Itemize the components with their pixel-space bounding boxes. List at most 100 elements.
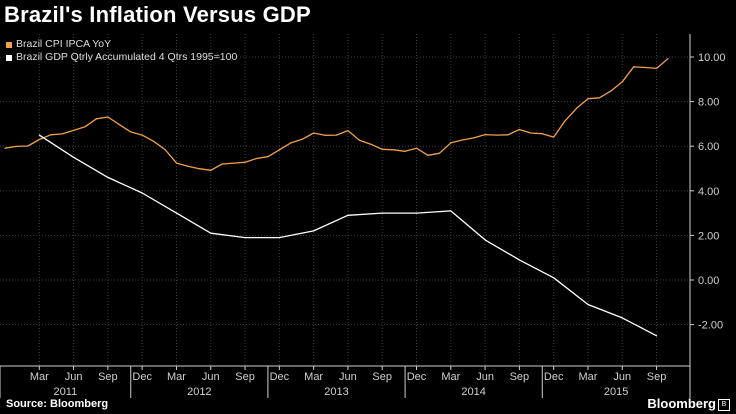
- legend-swatch-cpi: [6, 41, 12, 48]
- y-tick-label: 4.00: [698, 186, 719, 198]
- gdp-line-point: [450, 210, 452, 212]
- cpi-line-point: [84, 126, 86, 128]
- gdp-line-point: [141, 192, 143, 194]
- cpi-line-point: [4, 147, 6, 149]
- x-year-label: 2014: [461, 386, 485, 398]
- y-tick-label: 6.00: [698, 141, 719, 153]
- cpi-line-point: [107, 116, 109, 118]
- y-tick-label: 10.00: [698, 52, 726, 64]
- y-tick-label: 8.00: [698, 97, 719, 109]
- cpi-line-point: [518, 128, 520, 131]
- gdp-line-point: [278, 237, 280, 239]
- gdp-line-point: [415, 212, 418, 214]
- cpi-line-point: [507, 134, 509, 136]
- x-year-label: 2012: [187, 386, 211, 398]
- cpi-line-point: [495, 134, 498, 136]
- gdp-line-point: [587, 303, 589, 306]
- brand-logo: Bloomberg: [647, 396, 716, 411]
- gdp-line-point: [175, 212, 178, 214]
- cpi-line-point: [553, 136, 555, 138]
- cpi-line-point: [290, 142, 292, 144]
- cpi-line-point: [27, 145, 29, 147]
- gdp-line-point: [621, 317, 623, 319]
- cpi-line-point: [381, 148, 383, 150]
- x-tick-label: Sep: [647, 371, 667, 383]
- cpi-line-point: [164, 148, 166, 151]
- legend-item-cpi: Brazil CPI IPCA YoY: [6, 38, 237, 51]
- cpi-line-point: [564, 120, 566, 122]
- x-tick-label: Mar: [304, 371, 323, 383]
- cpi-line-point: [335, 134, 338, 136]
- cpi-line-point: [221, 163, 223, 165]
- x-tick-label: Sep: [372, 371, 392, 383]
- cpi-line-point: [370, 143, 372, 145]
- cpi-line-point: [473, 137, 475, 139]
- gdp-line-point: [518, 259, 520, 261]
- x-tick-label: Mar: [579, 371, 598, 383]
- cpi-line-point: [587, 98, 589, 100]
- cpi-line-point: [655, 67, 658, 69]
- cpi-line-point: [644, 66, 646, 69]
- cpi-line-point: [198, 168, 200, 170]
- cpi-line-point: [267, 156, 269, 158]
- cpi-line-point: [301, 138, 303, 140]
- gdp-line-point: [381, 212, 383, 214]
- x-tick-label: Sep: [235, 371, 255, 383]
- legend-label-cpi: Brazil CPI IPCA YoY: [16, 38, 112, 50]
- cpi-line-point: [15, 145, 18, 148]
- cpi-line-point: [324, 134, 326, 136]
- gdp-line-point: [72, 156, 75, 158]
- x-tick-label: Mar: [30, 371, 49, 383]
- x-tick-label: Jun: [613, 371, 631, 383]
- y-tick-label: -2.00: [698, 320, 723, 332]
- gdp-line-point: [107, 176, 109, 179]
- cpi-line-point: [530, 132, 532, 134]
- legend-label-gdp: Brazil GDP Qtrly Accumulated 4 Qtrs 1995…: [16, 51, 238, 63]
- cpi-line-point: [141, 134, 143, 136]
- cpi-line-point: [404, 150, 406, 152]
- cpi-line-point: [461, 139, 463, 141]
- x-tick-label: Dec: [544, 371, 564, 383]
- x-tick-label: Sep: [510, 371, 530, 383]
- cpi-line-point: [61, 133, 63, 135]
- cpi-line: [4, 58, 669, 171]
- gdp-line-point: [553, 277, 555, 279]
- y-tick-label: 0.00: [698, 275, 719, 287]
- legend-swatch-gdp: [6, 54, 12, 61]
- cpi-line-point: [610, 90, 612, 92]
- gdp-line-point: [347, 214, 349, 216]
- cpi-line-point: [118, 123, 120, 126]
- cpi-line-point: [667, 57, 669, 60]
- gdp-line-point: [210, 232, 212, 234]
- legend: Brazil CPI IPCA YoY Brazil GDP Qtrly Acc…: [6, 38, 237, 64]
- x-year-label: 2013: [324, 386, 348, 398]
- x-tick-label: Dec: [132, 371, 152, 383]
- cpi-line-point: [187, 165, 189, 167]
- gdp-line-point: [244, 237, 246, 239]
- cpi-line-point: [72, 129, 75, 131]
- cpi-line-point: [633, 66, 635, 68]
- cpi-line-point: [153, 140, 155, 142]
- x-tick-label: Jun: [202, 371, 220, 383]
- legend-item-gdp: Brazil GDP Qtrly Accumulated 4 Qtrs 1995…: [6, 51, 237, 64]
- cpi-line-point: [438, 152, 440, 154]
- x-tick-label: Jun: [339, 371, 357, 383]
- cpi-line-point: [541, 133, 543, 135]
- cpi-line-point: [255, 157, 258, 160]
- source-note: Source: Bloomberg: [6, 398, 109, 410]
- x-year-label: 2011: [54, 386, 78, 398]
- cpi-line-point: [393, 149, 395, 151]
- gdp-line-point: [484, 239, 486, 241]
- x-tick-label: Dec: [407, 371, 427, 383]
- x-tick-label: Jun: [476, 371, 494, 383]
- cpi-line-point: [50, 134, 52, 136]
- cpi-line-point: [484, 134, 486, 136]
- cpi-line-point: [358, 139, 360, 141]
- cpi-line-point: [427, 154, 429, 156]
- cpi-line-point: [450, 142, 452, 144]
- cpi-line-point: [598, 97, 601, 99]
- cpi-line-point: [347, 129, 349, 132]
- cpi-line-point: [621, 81, 623, 83]
- cpi-line-point: [313, 132, 315, 134]
